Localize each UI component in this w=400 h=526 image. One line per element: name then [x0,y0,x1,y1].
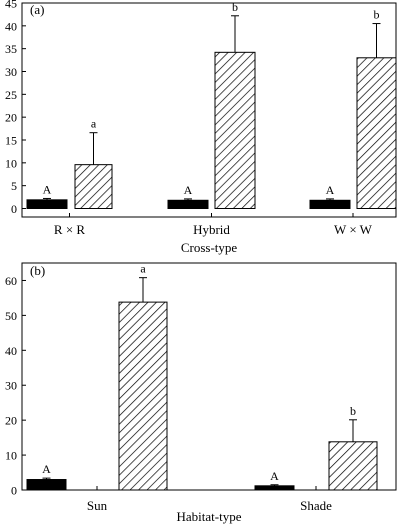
x-category-label: Shade [300,498,332,513]
x-category-label: Sun [87,498,108,513]
bar-solid [26,479,67,491]
bar-solid [26,199,68,209]
significance-letter: b [374,8,380,22]
bar-solid [254,485,295,491]
significance-letter: a [140,262,146,276]
significance-letter: A [184,183,193,197]
x-category-label: R × R [54,222,86,237]
bar-solid [167,199,209,209]
y-tick-label: 30 [5,379,17,393]
bar-hatched [214,51,256,209]
y-tick-label: 25 [5,88,17,102]
x-axis-title: Habitat-type [177,509,242,524]
y-tick-label: 10 [5,449,17,463]
y-tick-label: 50 [5,309,17,323]
panel-label: (b) [30,263,45,278]
bar-solid [309,199,351,209]
significance-letter: A [270,469,279,483]
significance-letter: A [43,182,52,196]
significance-letter: a [91,117,97,131]
bar-hatched [356,57,397,209]
x-category-label: Hybrid [193,222,230,237]
significance-letter: b [350,404,356,418]
y-tick-label: 5 [11,179,17,193]
y-tick-label: 10 [5,156,17,170]
x-category-label: W × W [334,222,373,237]
y-tick-label: 60 [5,274,17,288]
y-tick-label: 0 [11,484,17,498]
y-tick-label: 15 [5,134,17,148]
bar-hatched [328,441,378,491]
y-tick-label: 0 [11,202,17,216]
y-tick-label: 35 [5,42,17,56]
significance-letter: b [232,0,238,14]
y-tick-label: 20 [5,414,17,428]
bar-hatched [118,301,168,491]
y-tick-label: 45 [5,0,17,11]
y-tick-label: 40 [5,19,17,33]
plot-frame [21,262,397,491]
chart-panel-a: (a) 0 5 10 15 20 25 30 35 40 45 R × R Hybrid W × W A… [5,0,397,255]
significance-letter: A [42,462,51,476]
y-tick-label: 20 [5,111,17,125]
y-tick-label: 40 [5,344,17,358]
chart-panel-b: (b) 0 10 20 30 40 50 60 Sun Shade Aa Ab Habitat-t… [5,262,397,524]
significance-letter: A [326,183,335,197]
x-axis-title: Cross-type [181,240,238,255]
y-tick-label: 30 [5,65,17,79]
bar-hatched [74,164,113,210]
panel-label: (a) [30,2,44,17]
